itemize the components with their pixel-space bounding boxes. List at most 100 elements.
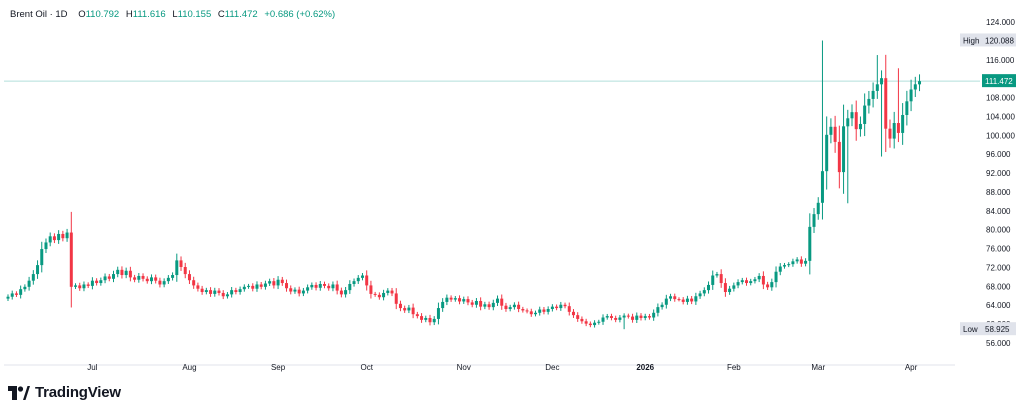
candle-body: [458, 298, 462, 302]
candle-body: [137, 275, 141, 280]
candle-body: [217, 290, 221, 293]
candle-body: [335, 284, 339, 291]
candle-body: [491, 302, 495, 308]
candle-body: [133, 277, 137, 280]
candle-body: [685, 298, 689, 302]
candle-body: [804, 260, 808, 264]
tradingview-logo[interactable]: TradingView: [8, 384, 121, 401]
y-tick-label: 108.000: [986, 94, 1015, 103]
candle-body: [145, 278, 149, 282]
candle-body: [411, 307, 415, 315]
candle-body: [525, 310, 529, 312]
candle-body: [301, 290, 305, 294]
low-label: Low: [963, 325, 978, 334]
candle-body: [656, 307, 660, 313]
x-tick-label: Sep: [271, 363, 286, 372]
candle-body: [884, 78, 888, 129]
candle-body: [605, 316, 609, 318]
candle-body: [268, 281, 272, 284]
y-tick-label: 92.000: [986, 169, 1011, 178]
candle-body: [154, 277, 158, 281]
candle-body: [323, 283, 326, 286]
high-value-bg: [982, 33, 1016, 47]
candle-body: [723, 283, 727, 293]
candle-body: [829, 126, 833, 135]
symbol-title: Brent Oil · 1D: [10, 9, 68, 20]
candle-body: [432, 318, 436, 323]
candle-body: [846, 118, 850, 127]
low-value-bg: [982, 322, 1016, 336]
candle-body: [327, 285, 331, 289]
candle-body: [500, 298, 504, 306]
candle-body: [766, 284, 770, 288]
x-tick-label: 2026: [636, 363, 654, 372]
candle-body: [158, 280, 162, 285]
candle-body: [529, 311, 533, 315]
candle-body: [892, 123, 896, 139]
candle-body: [753, 279, 757, 282]
candle-body: [251, 285, 255, 289]
candle-body: [48, 236, 52, 243]
candle-body: [559, 304, 563, 309]
candle-body: [462, 299, 466, 302]
candle-body: [538, 309, 542, 313]
candle-body: [736, 282, 740, 286]
low-value: 58.925: [985, 325, 1010, 334]
candle-body: [567, 306, 571, 312]
candle-body: [593, 322, 597, 326]
candle-body: [614, 317, 618, 320]
candle-body: [584, 321, 588, 324]
candle-body: [124, 270, 128, 276]
candle-body: [732, 285, 736, 289]
candle-body: [149, 277, 153, 282]
y-tick-label: 116.000: [986, 56, 1015, 65]
candle-body: [373, 293, 377, 295]
y-tick-label: 64.000: [986, 301, 1011, 310]
candle-body: [694, 296, 698, 302]
candle-body: [356, 277, 360, 282]
x-tick-label: Oct: [360, 363, 373, 372]
candle-body: [204, 290, 208, 293]
low-label: L: [172, 9, 178, 20]
candle-body: [745, 280, 748, 284]
y-tick-label: 104.000: [986, 112, 1015, 121]
candle-body: [14, 293, 18, 295]
candle-body: [854, 112, 858, 130]
candle-body: [521, 309, 525, 311]
candle-body: [394, 293, 398, 304]
candle-body: [407, 307, 411, 311]
candle-body: [555, 306, 559, 309]
candle-body: [842, 126, 846, 173]
candle-body: [719, 274, 723, 284]
candle-body: [711, 275, 715, 285]
brand-name: TradingView: [35, 384, 121, 401]
candle-body: [365, 275, 369, 286]
candle-body: [508, 307, 512, 310]
candle-body: [880, 78, 884, 85]
candle-body: [787, 264, 791, 266]
candle-body: [782, 265, 786, 267]
candle-body: [825, 134, 829, 172]
candle-body: [297, 289, 301, 294]
y-tick-label: 124.000: [986, 18, 1015, 27]
candle-body: [200, 288, 204, 293]
candle-body: [112, 274, 115, 279]
candle-body: [597, 321, 601, 323]
candle-body: [225, 294, 229, 297]
candle-body: [888, 128, 892, 139]
candle-body: [550, 306, 554, 310]
candle-body: [69, 232, 73, 287]
candle-body: [913, 84, 917, 90]
candle-body: [669, 296, 673, 299]
candle-body: [812, 214, 816, 227]
chart-header: Brent Oil · 1D O110.792 H111.616 L110.15…: [10, 9, 335, 20]
candle-body: [6, 296, 10, 299]
candle-body: [445, 297, 449, 302]
candle-body: [213, 290, 217, 294]
low-label-bg: [960, 322, 982, 336]
candle-body: [449, 297, 453, 300]
candle-body: [183, 266, 187, 275]
candle-body: [272, 281, 276, 286]
candle-body: [242, 286, 246, 290]
